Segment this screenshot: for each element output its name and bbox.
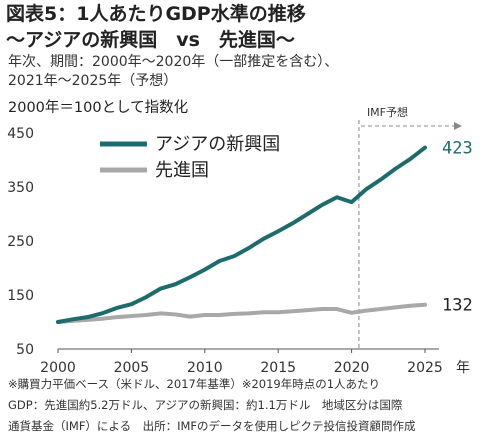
y-tick-label: 450 xyxy=(7,126,34,142)
forecast-label: IMF予想 xyxy=(367,105,408,119)
forecast-arrow-icon xyxy=(454,122,462,130)
series-end-label-0: 423 xyxy=(442,139,473,159)
x-tick-label: 2025 xyxy=(407,360,443,376)
y-tick-label: 250 xyxy=(7,234,34,250)
footnote-line-3: 通貨基金（IMF）による 出所：IMFのデータを使用しピクテ投信投資顧問作成 xyxy=(8,419,416,433)
x-axis-unit: 年 xyxy=(456,360,470,376)
series-line-1 xyxy=(56,302,427,324)
x-tick-label: 2000 xyxy=(40,360,76,376)
chart-title-subheading: 〜アジアの新興国 vs 先進国〜 xyxy=(6,29,295,51)
legend-label-0: アジアの新興国 xyxy=(155,134,280,155)
x-tick-label: 2010 xyxy=(187,360,223,376)
x-tick-label: 2015 xyxy=(260,360,296,376)
chart-title: 図表5：1人あたりGDP水準の推移 xyxy=(6,3,306,25)
index-note: 2000年＝100として指数化 xyxy=(8,100,189,116)
y-tick-label: 350 xyxy=(7,180,34,196)
y-tick-label: 50 xyxy=(16,342,34,358)
x-tick-label: 2020 xyxy=(334,360,370,376)
series-line-0 xyxy=(56,145,427,324)
x-tick-label: 2005 xyxy=(114,360,150,376)
footnote-line-1: ※購買力平価ベース（米ドル、2017年基準）※2019年時点の1人あたり xyxy=(8,377,381,391)
y-tick-label: 150 xyxy=(7,288,34,304)
period-note-continued: 2021年〜2025年（予想） xyxy=(8,73,178,89)
footnote-line-2: GDP：先進国約5.2万ドル、アジアの新興国：約1.1万ドル 地域区分は国際 xyxy=(8,398,403,412)
legend-label-1: 先進国 xyxy=(155,160,209,181)
period-note: 年次、期間：2000年〜2020年（一部推定を含む）、 xyxy=(8,54,339,70)
series-end-label-1: 132 xyxy=(442,296,473,316)
